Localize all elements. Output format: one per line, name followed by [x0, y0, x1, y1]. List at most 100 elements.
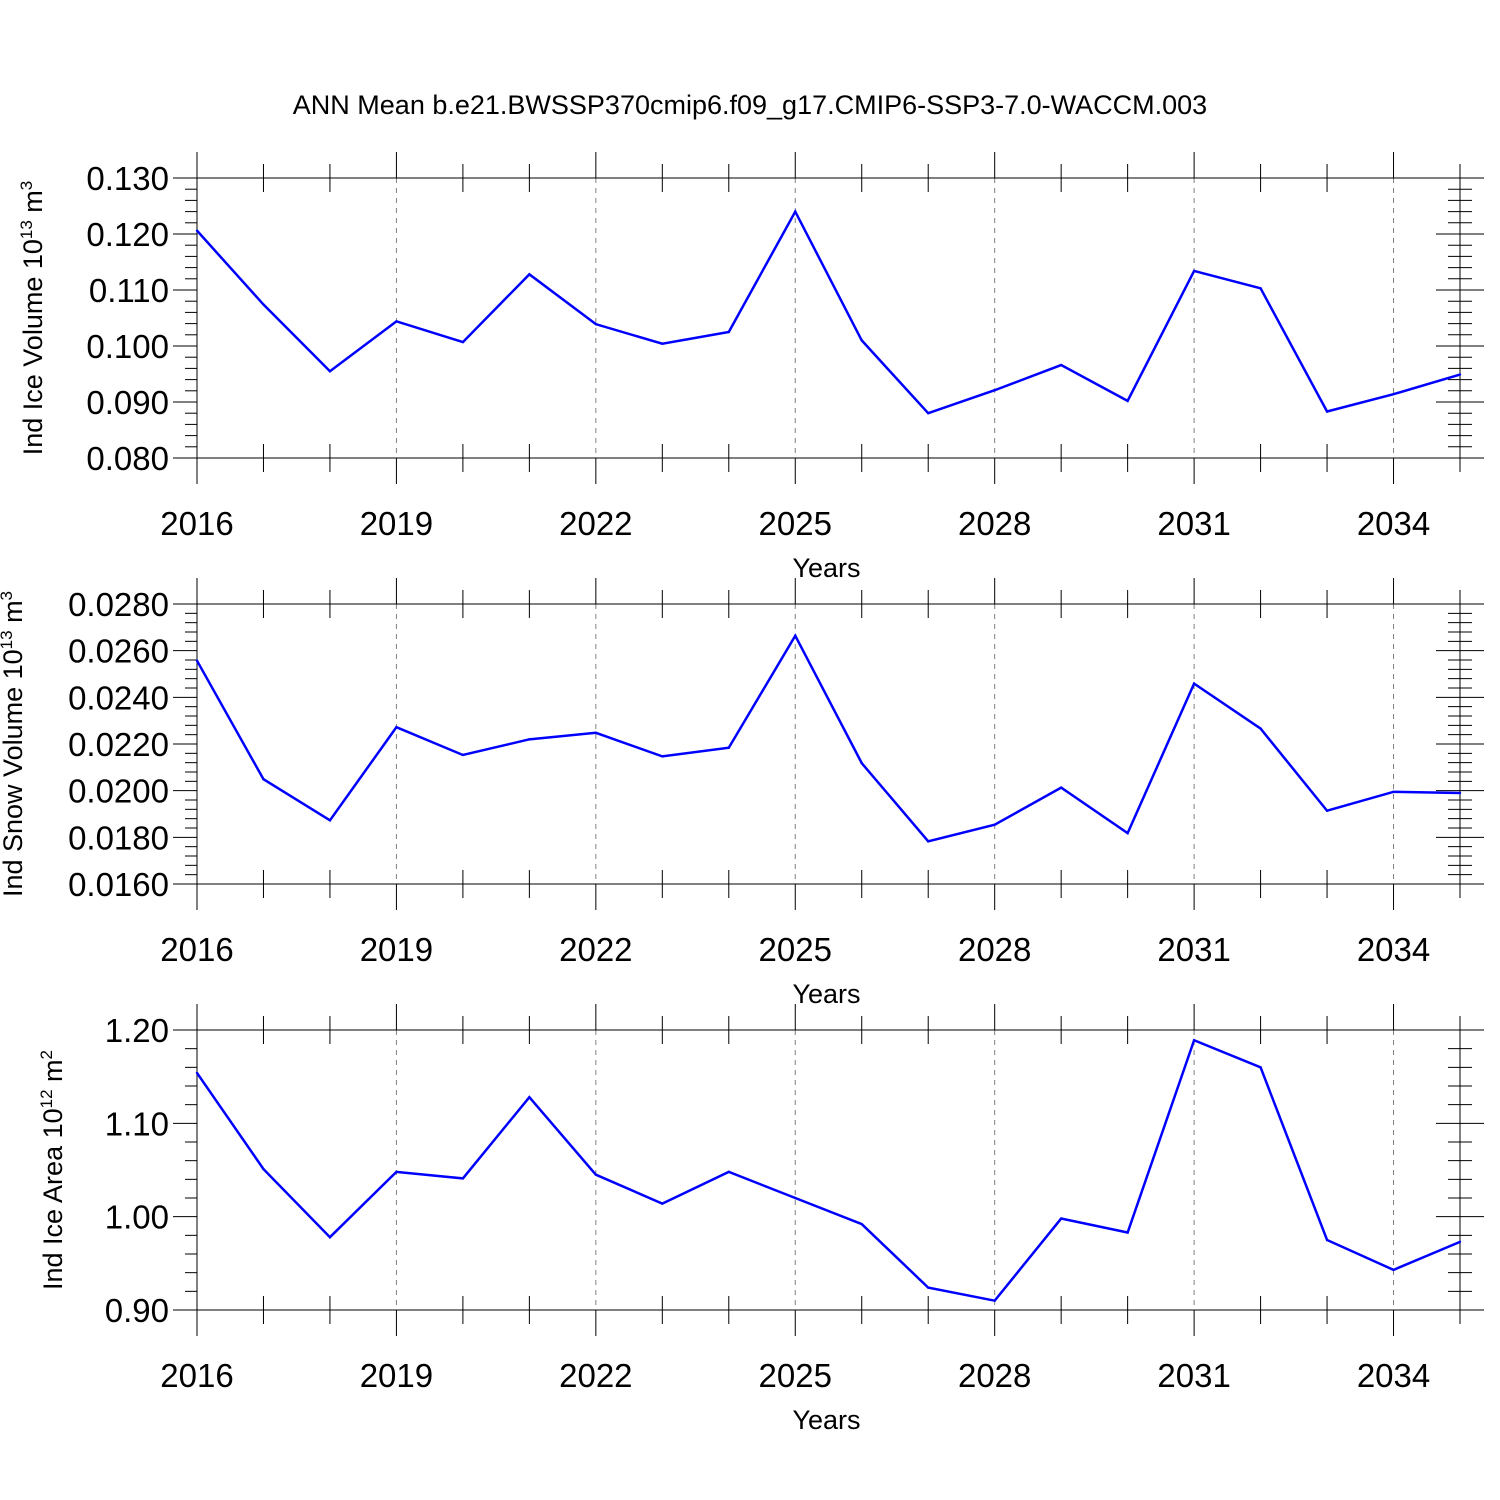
x-tick-label: 2016	[160, 931, 233, 968]
data-point	[262, 303, 265, 306]
data-point	[1458, 1240, 1462, 1244]
series-line	[195, 633, 1461, 843]
data-point	[727, 1170, 730, 1174]
data-point	[727, 746, 730, 749]
series-line	[195, 1038, 1461, 1303]
data-point	[1126, 831, 1129, 835]
x-axis-label: Years	[792, 553, 860, 583]
chart-panel-1: 0.080 0.090 0.100 0.110 0.120 0.130 2016 2019 20…	[17, 152, 1484, 583]
y-tick-label: 0.100	[86, 328, 169, 365]
data-point	[461, 1177, 465, 1180]
x-tick-label: 2016	[160, 1357, 233, 1394]
data-point	[262, 1167, 265, 1171]
x-tick-label: 2028	[958, 505, 1031, 542]
y-axis-label: Ind Ice Volume 1013 m3	[17, 181, 48, 456]
x-tick-label: 2034	[1357, 1357, 1430, 1394]
data-point	[661, 1202, 664, 1205]
data-point	[594, 322, 598, 326]
data-point	[395, 1170, 398, 1174]
y-axis-label-text: Ind Ice Volume 10	[18, 239, 48, 455]
y-axis-label-unit-exponent: 2	[37, 1050, 56, 1059]
data-point	[528, 273, 531, 276]
data-point	[195, 1071, 199, 1075]
data-point	[927, 1286, 930, 1289]
data-point	[860, 1222, 863, 1226]
x-tick-label: 2016	[160, 505, 233, 542]
data-point	[461, 340, 465, 344]
y-axis-label-exponent: 13	[17, 220, 36, 239]
y-tick-label: 0.0180	[68, 819, 169, 856]
data-point	[195, 659, 199, 662]
x-tick-label: 2022	[559, 931, 632, 968]
y-tick-label: 0.0260	[68, 633, 169, 670]
data-point	[594, 1173, 598, 1176]
x-tick-label: 2019	[360, 1357, 433, 1394]
data-point	[1059, 1217, 1063, 1220]
data-point	[1126, 399, 1129, 403]
data-point	[993, 389, 996, 392]
data-point	[1192, 269, 1196, 273]
data-point	[1325, 1238, 1329, 1242]
x-tick-label: 2034	[1357, 931, 1430, 968]
data-point	[993, 823, 996, 826]
y-axis-label-unit: m	[18, 190, 48, 220]
x-tick-label: 2031	[1157, 931, 1230, 968]
data-point	[1259, 287, 1262, 290]
x-tick-label: 2034	[1357, 505, 1430, 542]
y-tick-label: 1.10	[105, 1105, 169, 1142]
data-point	[328, 819, 332, 822]
x-tick-label: 2031	[1157, 505, 1230, 542]
data-point	[1259, 1066, 1262, 1069]
y-axis-label-unit-exponent: 3	[17, 181, 36, 190]
y-tick-label: 0.080	[86, 440, 169, 477]
data-point	[1458, 373, 1462, 376]
y-axis-label-exponent: 13	[0, 630, 16, 649]
data-point	[1458, 791, 1462, 795]
y-tick-label: 0.0280	[68, 586, 169, 623]
data-point	[1392, 392, 1395, 396]
y-tick-label: 0.90	[105, 1292, 169, 1329]
data-point	[1259, 727, 1262, 730]
data-point	[528, 1096, 531, 1099]
y-tick-label: 0.0200	[68, 773, 169, 810]
data-point	[927, 412, 930, 415]
data-point	[328, 1236, 332, 1239]
x-tick-label: 2019	[360, 931, 433, 968]
x-tick-label: 2028	[958, 1357, 1031, 1394]
data-point	[661, 342, 664, 345]
y-axis-label-unit: m	[0, 600, 28, 630]
y-tick-label: 0.120	[86, 216, 169, 253]
data-point	[927, 840, 930, 843]
y-tick-label: 0.0220	[68, 726, 169, 763]
x-tick-label: 2025	[759, 505, 832, 542]
x-axis-label: Years	[792, 1405, 860, 1435]
y-tick-label: 0.0240	[68, 679, 169, 716]
y-tick-label: 0.130	[86, 160, 169, 197]
x-tick-label: 2022	[559, 505, 632, 542]
data-point	[794, 210, 797, 213]
data-point	[1192, 682, 1196, 685]
plot-frame	[196, 603, 1461, 885]
y-tick-label: 1.00	[105, 1199, 169, 1236]
y-axis-label-unit-exponent: 3	[0, 591, 16, 600]
data-point	[395, 726, 398, 729]
figure-title: ANN Mean b.e21.BWSSP370cmip6.f09_g17.CMI…	[293, 90, 1207, 120]
y-tick-label: 0.090	[86, 384, 169, 421]
data-point	[1059, 786, 1063, 789]
data-point	[395, 320, 398, 323]
x-tick-label: 2028	[958, 931, 1031, 968]
y-axis-label-text: Ind Ice Area 10	[38, 1108, 68, 1290]
data-point	[262, 778, 265, 781]
y-tick-label: 1.20	[105, 1012, 169, 1049]
x-tick-label: 2025	[759, 1357, 832, 1394]
data-point	[860, 339, 863, 342]
data-point	[594, 731, 598, 734]
data-point	[1325, 809, 1329, 812]
y-axis-label-unit: m	[38, 1059, 68, 1089]
data-point	[1392, 1268, 1395, 1272]
data-point	[1192, 1039, 1196, 1042]
plot-frame	[196, 177, 1461, 459]
data-point	[661, 755, 664, 758]
